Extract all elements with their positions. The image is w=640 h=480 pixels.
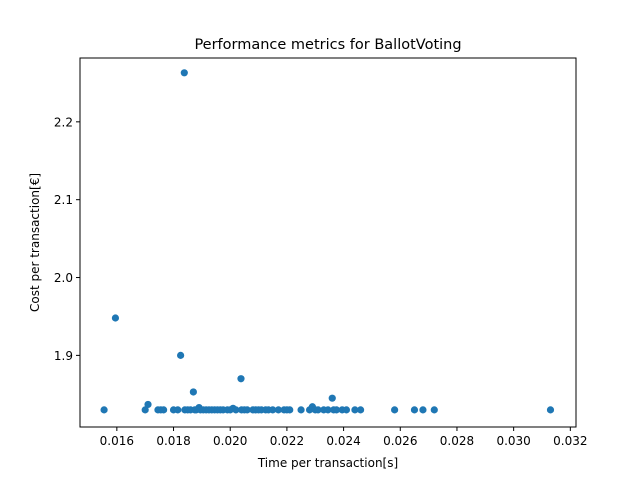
data-point	[391, 406, 399, 414]
x-tick-label: 0.018	[156, 434, 190, 448]
x-tick-label: 0.030	[496, 434, 530, 448]
y-tick-label: 1.9	[54, 349, 73, 363]
y-axis-label: Cost per transaction[€]	[28, 173, 42, 312]
plot-area-frame	[79, 57, 577, 428]
data-point	[419, 406, 427, 414]
data-point	[430, 406, 438, 414]
x-tick-label: 0.026	[383, 434, 417, 448]
data-point	[342, 406, 351, 414]
y-tick-label: 2.1	[54, 193, 73, 207]
data-point	[141, 406, 149, 414]
data-point	[351, 406, 359, 414]
data-point	[174, 406, 182, 414]
data-points	[100, 69, 555, 414]
y-tick-label: 2.2	[54, 115, 73, 129]
x-tick-label: 0.022	[270, 434, 304, 448]
x-axis-label: Time per transaction[s]	[257, 456, 398, 470]
data-point	[232, 406, 240, 414]
data-point	[144, 400, 152, 409]
x-tick-label: 0.016	[100, 434, 134, 448]
data-point	[274, 406, 282, 414]
chart-title: Performance metrics for BallotVoting	[194, 37, 461, 53]
data-point	[160, 406, 168, 414]
data-point	[546, 406, 555, 414]
data-point	[314, 406, 322, 414]
data-point	[286, 406, 294, 414]
y-tick-label: 2.0	[54, 271, 73, 285]
data-point	[324, 406, 332, 414]
data-point	[243, 406, 251, 414]
data-point	[328, 394, 336, 402]
x-axis-ticks: 0.016 0.018 0.020 0.022 0.024 0.026 0.028 0.030…	[100, 427, 588, 448]
data-point	[100, 406, 108, 414]
data-point	[297, 406, 305, 414]
x-tick-label: 0.020	[213, 434, 247, 448]
data-point	[332, 406, 341, 414]
x-tick-label: 0.024	[326, 434, 360, 448]
y-axis-ticks: 1.9 2.0 2.1 2.2	[54, 115, 80, 363]
data-point	[111, 314, 120, 322]
data-point	[356, 406, 365, 414]
x-tick-label: 0.032	[553, 434, 587, 448]
data-point	[269, 406, 277, 414]
data-point	[237, 375, 245, 383]
data-point	[410, 406, 419, 414]
data-point	[177, 351, 185, 359]
data-point	[189, 388, 197, 396]
x-tick-label: 0.028	[440, 434, 474, 448]
data-point	[180, 69, 188, 77]
